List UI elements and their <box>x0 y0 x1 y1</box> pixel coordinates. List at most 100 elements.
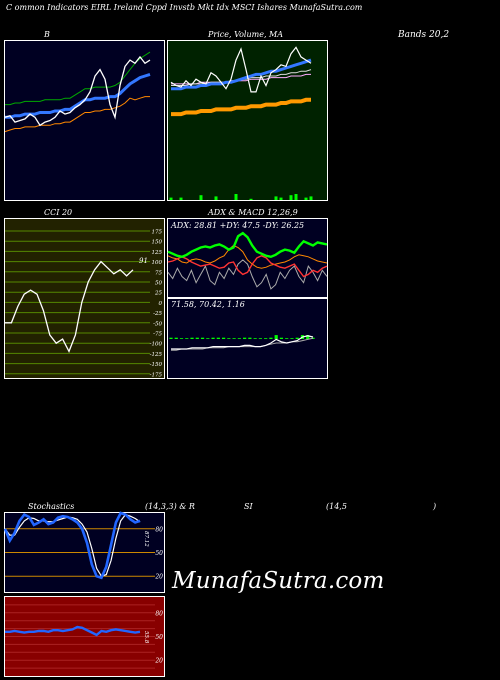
macd-histogram-bar <box>243 337 247 339</box>
volume-bar <box>294 194 298 200</box>
cci-panel: 175 150 125 100 75 50 25 0 -25 -50 -75 -100 -125 -150… <box>4 218 165 379</box>
cci-label: CCI 20 <box>44 208 73 217</box>
ma-fast-line <box>171 58 312 91</box>
adx-chart <box>167 219 328 297</box>
cci-tick-label: -75 <box>153 332 162 338</box>
rsi-last-value: 55.8 <box>143 631 149 644</box>
cci-tick-label: -150 <box>150 362 163 368</box>
bb-lower-band <box>4 96 150 133</box>
cci-tick-label: 125 <box>152 250 163 256</box>
cci-tick-label: 50 <box>155 281 162 287</box>
macd-chart <box>168 299 327 378</box>
plus-di-line <box>167 231 328 259</box>
macd-histogram-bar <box>258 338 263 339</box>
watermark: MunafaSutra.com <box>172 568 385 594</box>
rsi-params-label: (14,5 <box>326 502 347 511</box>
cci-tick-label: -100 <box>150 342 163 348</box>
volume-bar <box>199 195 203 200</box>
volume-bar <box>214 196 218 200</box>
bb-upper-band <box>5 51 151 106</box>
cci-tick-label: 175 <box>152 230 163 236</box>
rsi-panel: 80 50 20 55.8 <box>4 596 165 677</box>
price-line <box>170 46 312 93</box>
cci-tick-label: 75 <box>155 270 162 276</box>
cci-tick-label: -175 <box>150 372 163 378</box>
cci-line <box>5 260 134 353</box>
macd-histogram-bar <box>211 337 215 339</box>
macd-histogram-bar <box>285 338 289 339</box>
rsi-tick-label: 20 <box>154 658 163 665</box>
rsi-line <box>5 625 141 637</box>
macd-line <box>171 335 314 350</box>
macd-histogram-bar <box>169 337 173 339</box>
cci-tick-label: -25 <box>153 311 162 317</box>
stoch-label: Stochastics <box>28 502 75 511</box>
stoch-params-label: (14,3,3) & R <box>145 502 195 511</box>
macd-histogram-bar <box>295 337 299 339</box>
adx-histogram-line <box>167 259 328 290</box>
stoch-tick-label: 80 <box>155 526 163 533</box>
macd-readout: 71.58, 70.42, 1.16 <box>171 300 245 309</box>
stoch-d-line <box>4 513 141 577</box>
volume-bar <box>179 197 183 200</box>
stoch-k-line <box>3 511 141 580</box>
macd-histogram-bar <box>237 338 241 339</box>
cci-chart: 175 150 125 100 75 50 25 0 -25 -50 -75 -100 -125 -150… <box>5 219 164 378</box>
ma-long-line <box>171 97 311 117</box>
bollinger-chart <box>4 41 164 200</box>
rsi-tick-label: 50 <box>155 634 163 641</box>
stochastics-panel: 80 50 20 87.12 <box>3 511 165 593</box>
volume-bar <box>289 195 293 200</box>
macd-histogram-bar <box>269 337 273 339</box>
stoch-tick-label: 50 <box>155 550 163 557</box>
price-label: Price, Volume, MA <box>208 30 284 39</box>
stoch-last-value: 87.12 <box>143 531 149 547</box>
macd-histogram-bar <box>264 338 268 339</box>
macd-histogram-bar <box>248 337 252 339</box>
volume-bar <box>234 194 238 200</box>
adx-panel: ADX: 28.81 +DY: 47.5 -DY: 26.25 <box>167 218 328 298</box>
cci-last-value: 91 <box>139 257 148 265</box>
bollinger-panel <box>4 40 165 201</box>
price-chart <box>168 41 327 200</box>
macd-histogram-bar <box>216 337 220 339</box>
macd-histogram-bar <box>306 335 310 339</box>
minus-di-line <box>167 255 328 278</box>
volume-bar <box>169 197 173 200</box>
macd-histogram-bar <box>279 337 284 339</box>
bb-price-line <box>4 55 151 127</box>
rsi-close-label: ) <box>433 502 437 511</box>
macd-histogram-bar <box>274 335 278 339</box>
macd-histogram-bar <box>174 337 178 339</box>
macd-histogram-bar <box>290 338 294 339</box>
bb-label: B <box>44 30 50 39</box>
volume-bar <box>249 198 253 200</box>
cci-tick-label: 0 <box>159 301 163 307</box>
macd-panel: 71.58, 70.42, 1.16 <box>167 298 328 379</box>
panel-background <box>5 219 164 378</box>
volume-bar <box>279 197 283 200</box>
macd-histogram-bar <box>221 337 226 339</box>
macd-histogram-bar <box>179 338 184 339</box>
macd-histogram-bar <box>232 338 236 339</box>
adx-line <box>167 244 328 269</box>
panel-background <box>168 41 327 200</box>
stochastics-chart: 80 50 20 87.12 <box>3 511 164 592</box>
cci-tick-label: 100 <box>152 260 163 266</box>
adx-readout: ADX: 28.81 +DY: 47.5 -DY: 26.25 <box>171 221 305 230</box>
bands-label: Bands 20,2 <box>398 30 450 40</box>
cci-tick-label: 25 <box>154 291 162 297</box>
rsi-chart: 80 50 20 55.8 <box>5 597 164 676</box>
macd-histogram-bar <box>190 337 194 339</box>
panel-background <box>5 41 164 200</box>
macd-histogram-bar <box>185 338 189 339</box>
rsi-label: SI <box>244 502 253 511</box>
cci-tick-label: -50 <box>153 321 162 327</box>
volume-bar <box>309 196 313 200</box>
volume-bar <box>274 196 278 200</box>
adx-label: ADX & MACD 12,26,9 <box>208 208 298 217</box>
macd-histogram-bar <box>206 338 210 339</box>
cci-tick-label: -125 <box>150 352 163 358</box>
price-panel <box>167 40 328 201</box>
volume-bar <box>304 197 308 200</box>
